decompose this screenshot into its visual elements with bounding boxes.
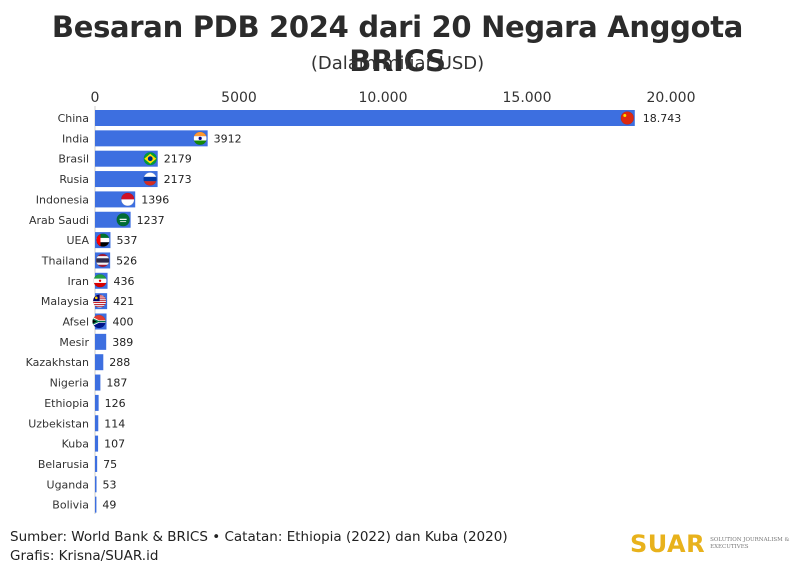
value-label: 53 [103, 478, 117, 491]
category-label: Brasil [58, 153, 89, 166]
category-label: Kuba [62, 438, 89, 451]
bar-uganda [95, 476, 97, 493]
bar-chart: 0 5000 10.000 15.000 20.000 China 18.743 India 3… [26, 90, 696, 514]
malaysia-flag-icon [93, 294, 107, 308]
india-flag-icon [193, 131, 207, 145]
value-label: 18.743 [643, 112, 682, 125]
bar-uzbekistan [95, 415, 99, 432]
thailand-flag-icon [95, 253, 110, 268]
bar-kazakhstan [95, 354, 104, 371]
brand-tagline: SOLUTION JOURNALISM & EXECUTIVES [710, 537, 790, 550]
malaysia-flag-icon [92, 294, 107, 308]
category-label: Ethiopia [44, 397, 89, 410]
bar-ethiopia [95, 394, 99, 411]
saudi-arabia-flag-icon [116, 213, 130, 227]
value-label: 526 [116, 254, 137, 267]
brazil-flag-icon [143, 152, 157, 166]
category-label: India [62, 132, 89, 145]
china-flag-icon [620, 111, 634, 125]
chart-title: Besaran PDB 2024 dari 20 Negara Anggota … [51, 10, 744, 78]
russia-flag-icon [143, 172, 157, 186]
uae-flag-icon [96, 233, 110, 247]
category-label: Afsel [62, 316, 89, 329]
graphic-credit: Grafis: Krisna/SUAR.id [10, 548, 159, 564]
india-flag-icon [193, 131, 207, 146]
suar-logo: SUAR SOLUTION JOURNALISM & EXECUTIVES [630, 530, 792, 558]
x-tick-label: 0 [91, 90, 100, 106]
value-label: 400 [113, 316, 134, 329]
x-tick-label: 15.000 [503, 90, 552, 106]
category-label: Uzbekistan [28, 417, 89, 430]
bar-india [95, 130, 208, 147]
uae-flag-icon [96, 233, 110, 247]
bar-bolivia [95, 496, 97, 513]
brazil-flag-icon [143, 151, 158, 166]
category-label: Arab Saudi [29, 214, 89, 227]
category-label: China [58, 112, 89, 125]
value-label: 537 [116, 234, 137, 247]
category-label: Malaysia [41, 295, 89, 308]
category-label: Bolivia [52, 499, 89, 512]
value-label: 2173 [164, 173, 192, 186]
value-label: 421 [113, 295, 134, 308]
x-tick-label: 10.000 [359, 90, 408, 106]
value-label: 114 [104, 417, 125, 430]
category-label: Nigeria [50, 377, 89, 390]
indonesia-flag-icon [121, 192, 135, 206]
category-label: Mesir [59, 336, 89, 349]
south-africa-flag-icon [92, 315, 106, 328]
value-label: 187 [106, 377, 127, 390]
bar-mesir [95, 333, 107, 350]
x-tick-label: 5000 [221, 90, 257, 106]
category-label: Belarusia [38, 458, 89, 471]
chart-subtitle: (Dalam miliar USD) [310, 53, 485, 74]
value-label: 75 [103, 458, 117, 471]
bar-brasil [95, 150, 158, 167]
bar-rusia [95, 171, 158, 188]
brand-name: SUAR [630, 530, 706, 558]
indonesia-flag-icon [120, 192, 135, 207]
category-label: Iran [68, 275, 90, 288]
category-label: Thailand [41, 254, 89, 267]
value-label: 3912 [214, 132, 242, 145]
bar-kuba [95, 435, 99, 452]
value-label: 2179 [164, 153, 192, 166]
value-label: 1237 [137, 214, 165, 227]
value-label: 1396 [141, 193, 169, 206]
china-flag-icon [620, 111, 635, 125]
category-label: Rusia [59, 173, 89, 186]
category-label: Kazakhstan [26, 356, 89, 369]
value-label: 288 [109, 356, 130, 369]
source-note: Sumber: World Bank & BRICS • Catatan: Et… [10, 529, 508, 545]
bar-belarusia [95, 455, 98, 472]
bar-china [95, 110, 635, 126]
category-label: Indonesia [36, 193, 89, 206]
bar-nigeria [95, 374, 101, 391]
x-tick-label: 20.000 [647, 90, 696, 106]
value-label: 126 [105, 397, 126, 410]
thailand-flag-icon [96, 253, 110, 267]
value-label: 49 [102, 499, 116, 512]
iran-flag-icon [93, 274, 107, 288]
south-africa-flag-icon [92, 314, 106, 329]
category-label: UEA [66, 234, 89, 247]
category-label: Uganda [47, 478, 89, 491]
value-label: 389 [112, 336, 133, 349]
saudi-arabia-flag-icon [116, 213, 130, 227]
value-label: 436 [114, 275, 135, 288]
value-label: 107 [104, 438, 125, 451]
iran-flag-icon [93, 274, 107, 288]
russia-flag-icon [143, 172, 157, 186]
